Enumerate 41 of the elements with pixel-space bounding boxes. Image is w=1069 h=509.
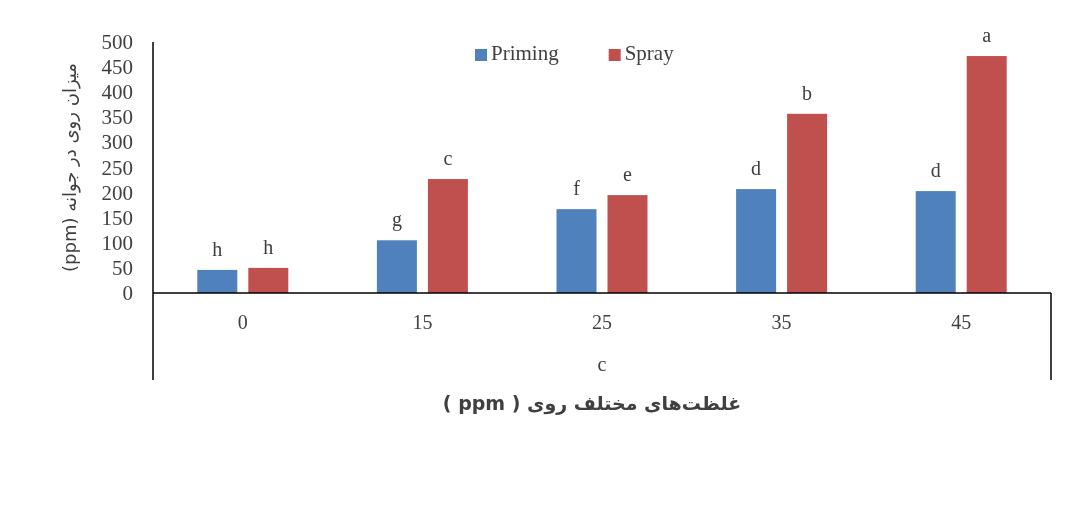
y-tick-label: 0 <box>122 281 133 305</box>
bar <box>376 240 417 293</box>
x-tick-label: 25 <box>592 311 612 333</box>
y-axis-title: میزان روی در جوانه (ppm) <box>59 63 81 272</box>
x-tick-label: 35 <box>771 311 792 333</box>
data-label: f <box>573 177 581 200</box>
y-tick-label: 250 <box>101 155 133 180</box>
y-tick-label: 50 <box>112 255 133 280</box>
bar <box>966 56 1007 293</box>
x-axis-title: غلظت‌های مختلف روی ( ppm ) <box>442 392 742 415</box>
bar <box>915 191 956 293</box>
y-tick-label: 500 <box>101 30 133 54</box>
bar <box>607 195 648 293</box>
bar <box>427 179 468 293</box>
data-label: e <box>623 163 633 186</box>
bar <box>736 189 777 293</box>
x-tick-label: 45 <box>951 311 972 333</box>
text: c <box>597 353 607 375</box>
data-label: a <box>982 24 992 47</box>
y-tick-label: 100 <box>101 230 133 255</box>
bar <box>197 269 238 293</box>
x-tick-label: 15 <box>412 311 433 333</box>
data-label: h <box>263 235 274 258</box>
legend-label: Spray <box>624 41 675 65</box>
data-label: d <box>751 157 762 180</box>
y-tick-label: 400 <box>101 80 133 105</box>
bar <box>248 267 289 293</box>
y-tick-label: 200 <box>101 180 133 205</box>
y-tick-label: 150 <box>101 205 133 230</box>
y-tick-label: 300 <box>101 130 133 155</box>
data-label: b <box>802 81 813 104</box>
data-label: g <box>391 208 402 232</box>
bar <box>787 113 828 293</box>
x-tick-label: 0 <box>237 311 248 333</box>
y-tick-label: 350 <box>101 105 133 130</box>
data-label: d <box>930 159 941 182</box>
legend-label: Priming <box>491 41 560 65</box>
y-tick-label: 450 <box>101 55 133 80</box>
bar <box>556 209 597 293</box>
data-label: c <box>443 147 453 170</box>
data-label: h <box>212 237 223 260</box>
